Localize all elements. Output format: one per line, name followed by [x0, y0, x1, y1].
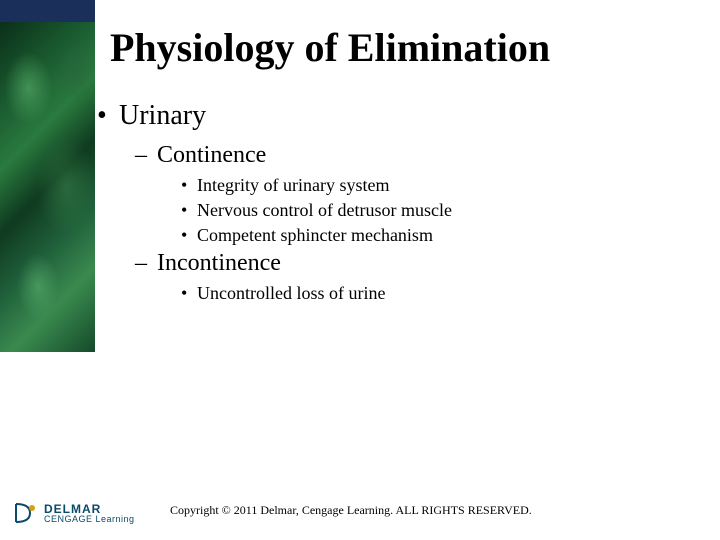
bullet-level2: Continence [95, 142, 680, 169]
bullet-text: Nervous control of detrusor muscle [197, 200, 452, 220]
bullet-text: Uncontrolled loss of urine [197, 283, 385, 303]
bullet-level3: Integrity of urinary system [95, 175, 680, 196]
logo-text: DELMAR CENGAGE Learning [44, 503, 135, 524]
left-decorative-image [0, 22, 95, 352]
copyright-text: Copyright © 2011 Delmar, Cengage Learnin… [170, 503, 532, 518]
bullet-text: Urinary [119, 100, 206, 131]
publisher-logo: DELMAR CENGAGE Learning [12, 500, 135, 526]
slide-footer: DELMAR CENGAGE Learning Copyright © 2011… [0, 484, 720, 540]
bullet-level3: Uncontrolled loss of urine [95, 283, 680, 304]
bullet-text: Competent sphincter mechanism [197, 225, 433, 245]
bullet-level3: Competent sphincter mechanism [95, 225, 680, 246]
slide-content: Urinary Continence Integrity of urinary … [95, 100, 680, 308]
bullet-text: Integrity of urinary system [197, 175, 389, 195]
bullet-level3: Nervous control of detrusor muscle [95, 200, 680, 221]
logo-icon [12, 500, 38, 526]
logo-line2: CENGAGE Learning [44, 515, 135, 524]
bullet-text: Incontinence [157, 250, 281, 276]
bullet-level2: Incontinence [95, 250, 680, 277]
slide-title: Physiology of Elimination [110, 24, 700, 71]
bullet-text: Continence [157, 142, 266, 168]
top-accent-stripe [0, 0, 95, 22]
logo-line1: DELMAR [44, 503, 135, 515]
bullet-level1: Urinary [95, 100, 680, 132]
